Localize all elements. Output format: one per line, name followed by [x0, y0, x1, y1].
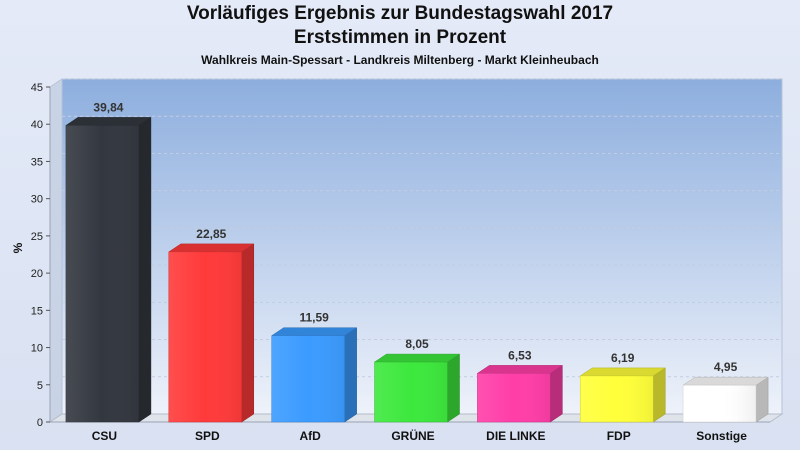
y-tick-label: 20: [31, 268, 43, 280]
plot-left-wall: [49, 78, 63, 423]
y-axis-label: %: [11, 242, 25, 253]
bar-side: [652, 367, 666, 423]
bar-side: [550, 364, 563, 423]
bar-side: [344, 327, 357, 423]
x-tick-label: AfD: [299, 429, 321, 443]
bar-top: [167, 243, 255, 253]
bar-top: [579, 367, 667, 377]
data-label: 39,84: [93, 100, 123, 114]
x-tick-label: GRÜNE: [391, 428, 434, 443]
data-label: 6,19: [611, 351, 635, 365]
y-tick-label: 35: [31, 156, 43, 168]
bar-top: [476, 365, 564, 374]
bar-spd: [167, 243, 255, 423]
x-tick-label: DIE LINKE: [486, 429, 545, 443]
bar-top: [682, 376, 769, 386]
y-tick-label: 30: [31, 194, 43, 206]
bar-sheen: [65, 125, 139, 422]
x-tick-label: Sonstige: [696, 429, 747, 443]
x-tick-label: CSU: [92, 429, 117, 443]
chart-subtitle: Erststimmen in Prozent: [293, 27, 507, 48]
y-tick-label: 5: [37, 380, 43, 392]
bar-afd: [270, 327, 358, 423]
data-label: 4,95: [714, 360, 738, 374]
bar-side: [138, 116, 152, 423]
bar-sheen: [683, 385, 757, 422]
chart-title: Vorläufiges Ergebnis zur Bundestagswahl …: [186, 3, 614, 24]
data-label: 8,05: [405, 337, 429, 351]
y-tick-label: 25: [31, 231, 43, 243]
data-label: 6,53: [508, 348, 532, 362]
bar-side: [447, 353, 460, 423]
bar-top: [373, 353, 461, 363]
y-tick-label: 10: [31, 343, 43, 355]
bar-sheen: [374, 362, 448, 422]
data-label: 22,85: [196, 227, 226, 241]
bar-sheen: [168, 251, 242, 422]
bar-sheen: [477, 373, 551, 422]
bar-top: [65, 117, 152, 126]
x-tick-label: SPD: [195, 429, 220, 443]
chart-region-subtitle: Wahlkreis Main-Spessart - Landkreis Milt…: [201, 53, 599, 67]
bar-top: [270, 327, 358, 336]
bar-fdp: [579, 367, 667, 423]
y-tick-label: 45: [31, 82, 43, 94]
y-tick-label: 0: [37, 417, 43, 429]
bar-sheen: [580, 375, 654, 422]
bar-side: [241, 243, 255, 423]
bar-die-linke: [476, 364, 564, 423]
bar-grüne: [373, 353, 461, 423]
y-tick-label: 15: [31, 305, 43, 317]
bar-sonstige: [682, 376, 769, 423]
bar-sheen: [271, 335, 345, 422]
y-tick-label: 40: [31, 119, 43, 131]
bar-csu: [65, 116, 152, 423]
x-tick-label: FDP: [607, 429, 631, 443]
data-label: 11,59: [299, 311, 329, 325]
